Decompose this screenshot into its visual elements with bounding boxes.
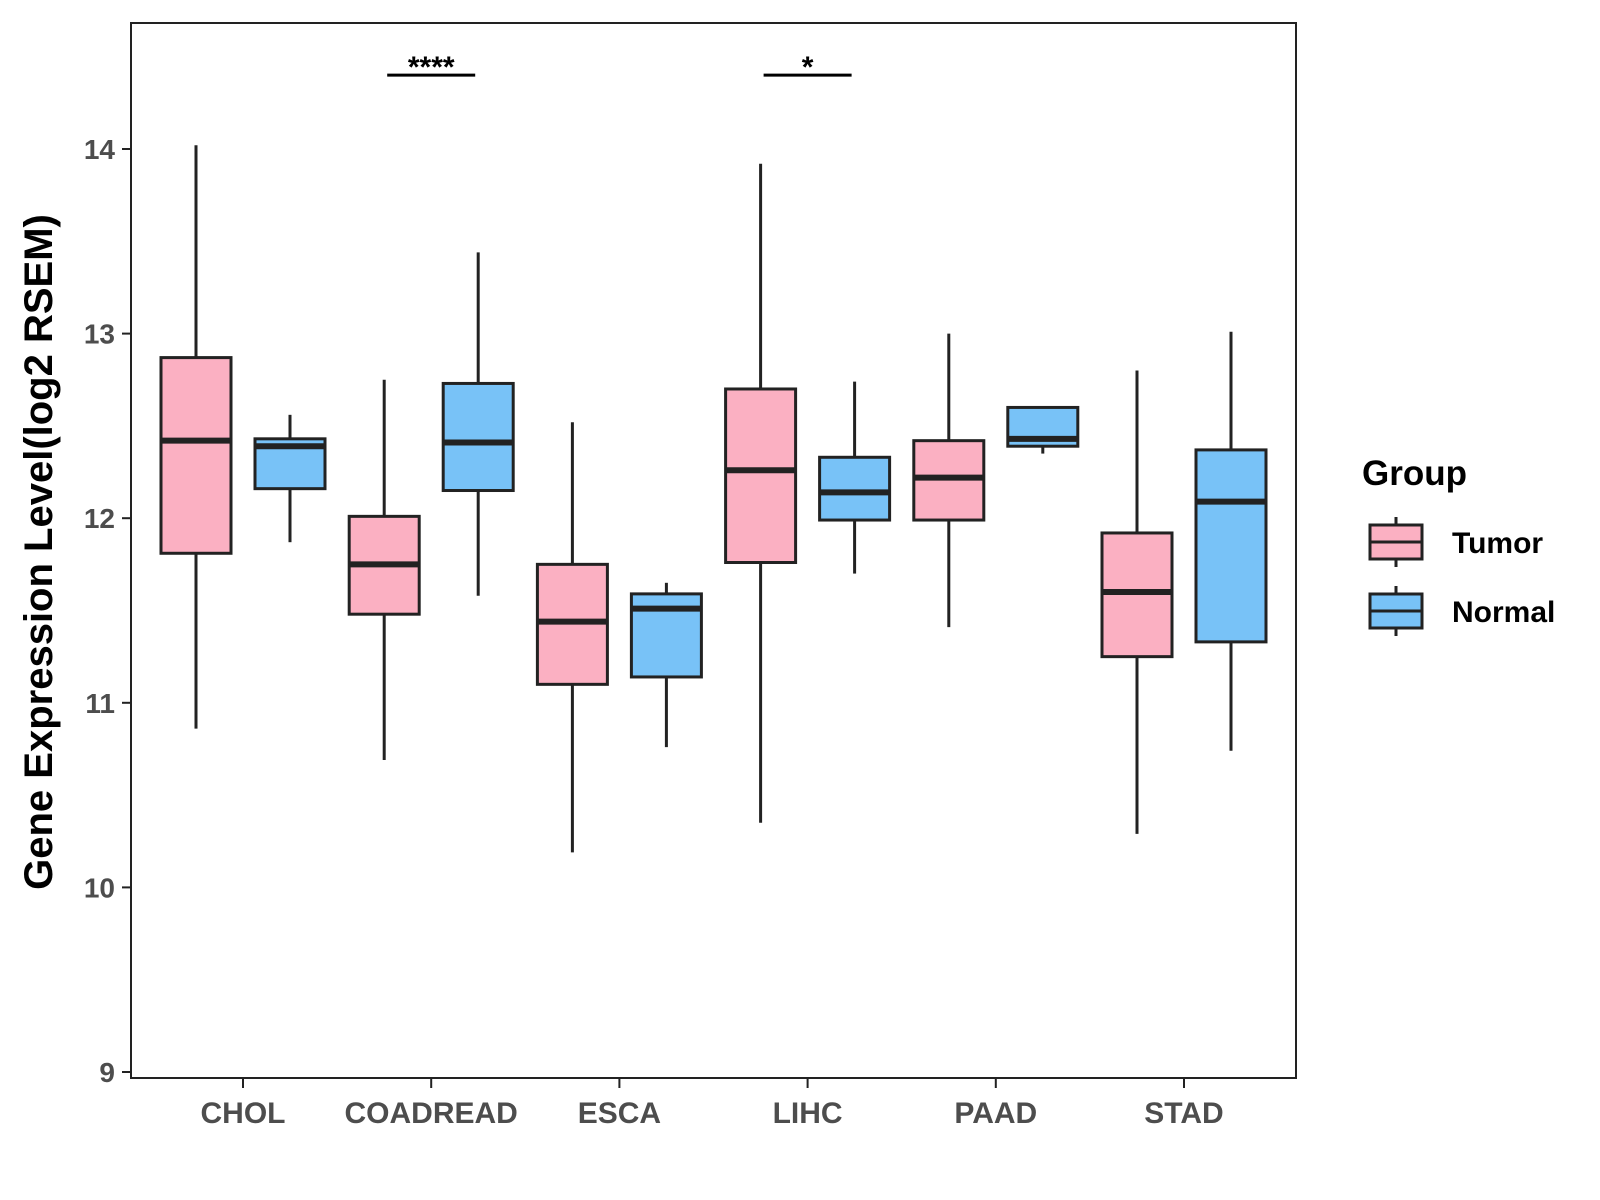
box-tumor-esca (535, 422, 609, 853)
y-axis-title: Gene Expression Level(log2 RSEM) (17, 214, 61, 890)
legend: Group Tumor Normal (1362, 454, 1555, 636)
x-tick-label-stad: STAD (1144, 1097, 1223, 1130)
box-normal-stad (1194, 331, 1268, 751)
box-normal-esca (629, 582, 703, 748)
significance-label-coadread: **** (408, 51, 455, 84)
significance-layer: **** * (387, 51, 852, 84)
box-normal-lihc (818, 381, 892, 574)
y-tick-label-13: 13 (84, 319, 115, 350)
legend-label-normal: Normal (1452, 596, 1555, 629)
box-normal-coadread (441, 252, 515, 596)
y-axis: 9 10 11 12 13 14 (84, 134, 131, 1088)
box-tumor-stad (1100, 370, 1174, 834)
box-body (724, 387, 798, 565)
box-body (441, 381, 515, 493)
y-tick-label-9: 9 (99, 1057, 115, 1088)
x-tick-label-esca: ESCA (578, 1097, 661, 1130)
legend-title: Group (1362, 454, 1467, 493)
x-tick-label-lihc: LIHC (773, 1097, 843, 1130)
significance-label-lihc: * (802, 51, 814, 84)
box-body (1194, 448, 1268, 644)
box-tumor-lihc (724, 163, 798, 823)
x-tick-label-paad: PAAD (954, 1097, 1037, 1130)
legend-item-tumor: Tumor (1368, 517, 1543, 567)
y-tick-label-10: 10 (84, 872, 115, 903)
box-tumor-paad (912, 333, 986, 628)
y-tick-label-12: 12 (84, 503, 115, 534)
box-layer (159, 145, 1268, 853)
x-tick-label-coadread: COADREAD (345, 1097, 518, 1130)
box-tumor-chol (159, 145, 233, 729)
y-tick-label-11: 11 (85, 688, 115, 719)
x-axis: CHOL COADREAD ESCA LIHC PAAD STAD (201, 1078, 1224, 1130)
legend-label-tumor: Tumor (1452, 527, 1543, 560)
legend-item-normal: Normal (1368, 586, 1555, 636)
box-normal-chol (253, 414, 327, 543)
box-body (159, 356, 233, 555)
box-normal-paad (1006, 405, 1080, 454)
box-tumor-coadread (347, 379, 421, 761)
x-tick-label-chol: CHOL (201, 1097, 286, 1130)
y-tick-label-14: 14 (84, 134, 116, 165)
box-body (818, 455, 892, 522)
